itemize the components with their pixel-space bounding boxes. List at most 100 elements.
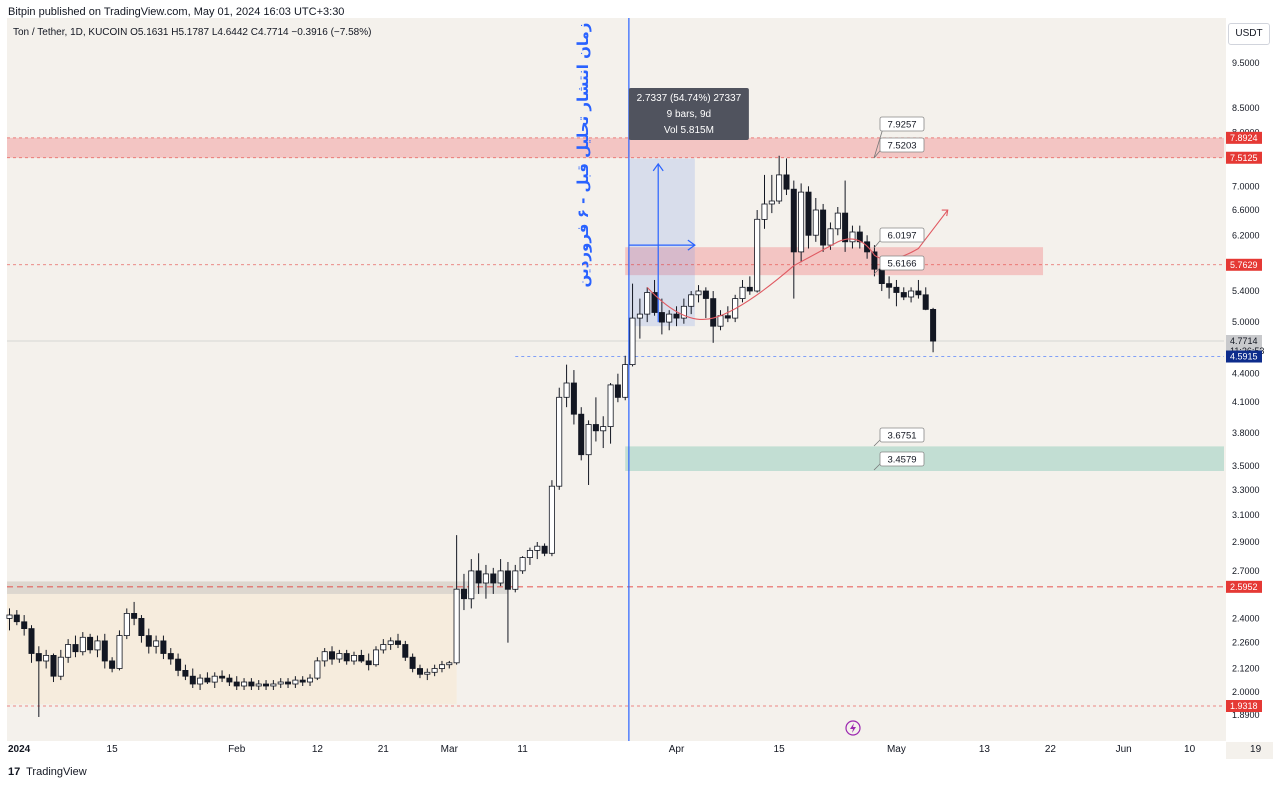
y-tick-label: 5.0000 [1232,317,1260,327]
candle-body [138,618,145,637]
x-tick-label: 21 [378,744,390,755]
price-label-badge [1226,700,1262,713]
candle-body [820,209,827,246]
y-tick-label: 6.6000 [1232,205,1260,215]
x-tick-label: 11 [517,744,528,755]
measure-line-2: 9 bars, 9d [667,109,711,120]
x-tick-label: Apr [669,744,685,755]
candle-body [306,677,313,683]
currency-button[interactable]: USDT [1228,23,1270,45]
candle-body [453,588,460,664]
price-label-badge [1226,258,1262,271]
price-label: 5.7629 [1230,260,1258,270]
candle-body [321,651,328,662]
x-tick-label: 2024 [8,744,31,755]
candle-body [299,679,306,683]
candle-body [123,613,130,637]
callout-label: 7.5203 [887,141,916,152]
x-tick-label: 15 [107,744,119,755]
candle-body [570,382,577,415]
range-top-band [7,581,508,594]
callout-label: 3.4579 [887,455,916,466]
candle-body [578,413,585,456]
publisher-line: Bitpin published on TradingView.com, May… [8,6,345,18]
candle-body [651,292,658,313]
time-axis[interactable] [7,741,1226,759]
y-tick-label: 1.8900 [1232,710,1260,720]
y-tick-label: 6.2000 [1232,230,1260,240]
candle-body [922,294,929,310]
price-label-badge [1226,350,1262,363]
measure-line-3: Vol 5.815M [664,125,714,136]
y-tick-label: 9.5000 [1232,58,1260,68]
candle-body [446,662,453,666]
x-tick-label: 15 [774,744,786,755]
legend-low: L4.6442 [211,27,248,38]
candle-body [805,191,812,236]
x-tick-label: Jun [1116,744,1132,755]
x-tick-label: Mar [441,744,459,755]
candle-body [189,675,196,685]
y-tick-label: 2.1200 [1232,664,1260,674]
legend-close: C4.7714 [250,27,289,38]
lightning-icon[interactable] [845,720,861,736]
candle-body [292,679,299,685]
y-tick-label: 2.0000 [1232,687,1260,697]
candle-body [416,668,423,675]
candle-body [226,677,233,683]
callout-box [879,227,925,243]
legend-open: O5.1631 [130,27,169,38]
y-tick-label: 3.5000 [1232,461,1260,471]
candle-body [512,570,519,590]
candle-body [768,200,775,205]
candle-body [160,640,167,654]
price-label-badge [1226,151,1262,164]
x-tick-label: 10 [1184,744,1196,755]
x-tick-label: May [887,744,906,755]
candle-body [636,313,643,319]
candle-body [109,660,116,669]
candle-body [431,668,438,673]
price-label: 2.5952 [1230,582,1258,592]
candle-body [644,292,651,315]
callout-label: 6.0197 [887,231,916,242]
candle-body [394,640,401,645]
support-zone [625,446,1224,471]
candle-body [658,312,665,323]
candle-body [43,655,50,662]
candle-body [710,298,717,327]
x-tick-label: 22 [1045,744,1057,755]
candle-body [563,382,570,398]
candle-body [409,656,416,669]
candle-body [328,651,335,660]
candle-body [673,313,680,319]
candle-body [277,681,284,685]
y-tick-label: 7.0000 [1232,181,1260,191]
candle-body [746,286,753,292]
y-tick-label: 3.8000 [1232,428,1260,438]
candle-body [387,640,394,645]
candle-body [776,174,783,202]
candle-body [50,655,57,677]
tradingview-footer[interactable]: 17 TradingView [8,766,87,778]
candle-body [666,313,673,323]
candle-body [490,573,497,584]
candle-body [182,670,189,677]
y-tick-label: 4.4000 [1232,369,1260,379]
candle-body [688,294,695,307]
candle-body [314,660,321,679]
price-label: 7.5125 [1230,153,1258,163]
candle-body [116,635,123,669]
candle-body [790,188,797,253]
candle-body [695,290,702,296]
candle-body [592,424,599,432]
y-tick-label: 3.1000 [1232,510,1260,520]
candle-body [372,649,379,666]
candle-body [241,681,248,687]
candle-body [358,655,365,662]
candle-body [262,683,269,687]
candle-body [482,573,489,584]
measure-arrowhead [687,239,696,251]
legend-change: −0.3916 (−7.58%) [291,27,372,38]
